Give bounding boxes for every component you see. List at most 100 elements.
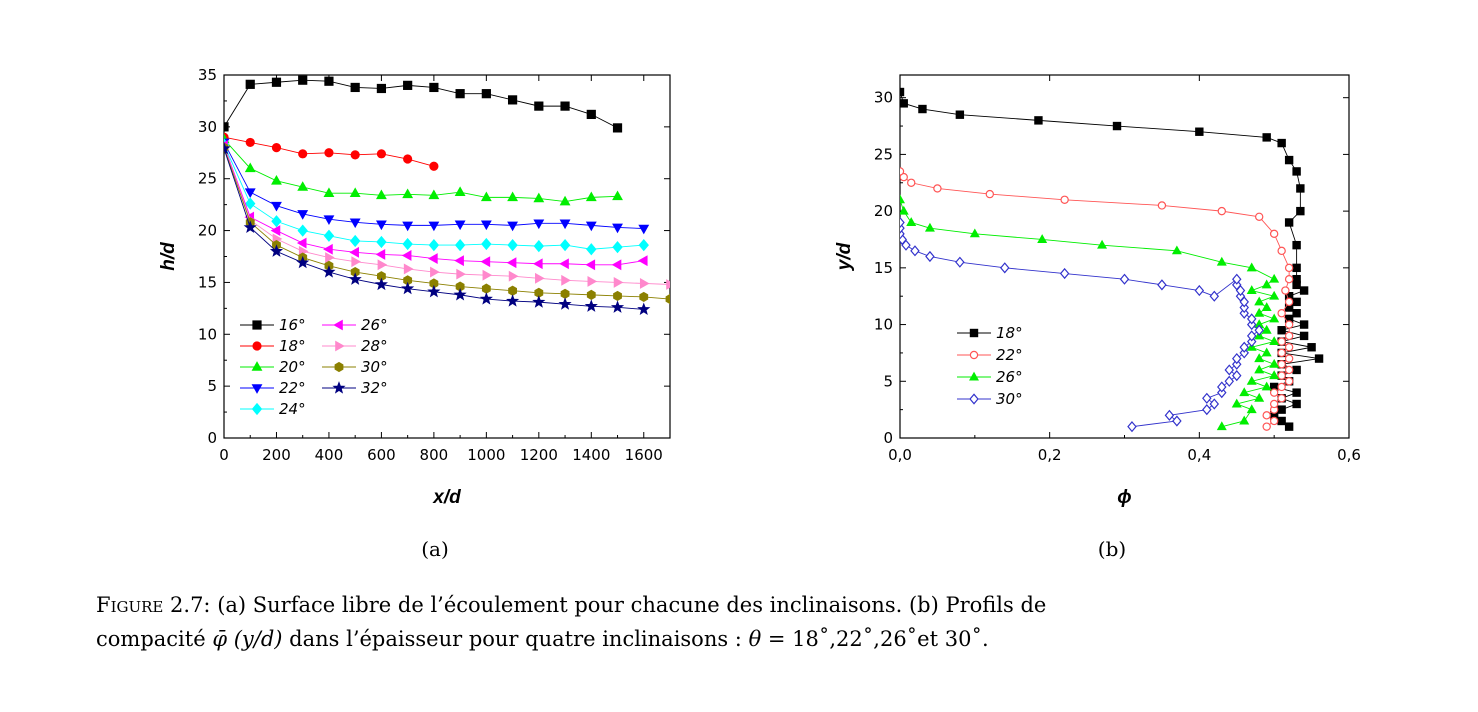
- data-point: [323, 229, 335, 242]
- data-point: [245, 79, 255, 89]
- data-point: [224, 122, 229, 132]
- caption-line2-a: compacité: [96, 627, 213, 651]
- data-point: [297, 224, 308, 237]
- data-point: [429, 161, 439, 171]
- data-point: [1284, 263, 1294, 273]
- data-point: [612, 241, 623, 254]
- data-point: [1209, 398, 1220, 410]
- legend-marker: [252, 320, 262, 330]
- y-tick-label: 10: [874, 316, 893, 334]
- data-point: [585, 221, 597, 232]
- data-point: [1292, 297, 1301, 307]
- data-point: [1239, 387, 1250, 397]
- data-point: [1277, 337, 1286, 346]
- data-point: [508, 270, 519, 282]
- data-point: [374, 277, 388, 291]
- data-point: [1314, 354, 1324, 363]
- data-point: [403, 154, 413, 164]
- data-point: [533, 239, 545, 253]
- y-tick-label: 25: [874, 145, 893, 163]
- data-point: [1254, 212, 1264, 221]
- data-point: [454, 238, 466, 252]
- data-point: [296, 237, 307, 249]
- data-point: [559, 238, 571, 252]
- data-point: [1296, 184, 1305, 193]
- data-point: [1254, 307, 1265, 317]
- data-point: [1037, 234, 1048, 243]
- data-point: [481, 283, 491, 294]
- data-point: [376, 235, 387, 249]
- x-axis-label: ϕ: [1117, 487, 1131, 508]
- data-point: [1235, 290, 1246, 302]
- x-tick-label: 600: [367, 446, 396, 464]
- data-point: [1269, 313, 1280, 323]
- data-point: [1164, 409, 1175, 421]
- data-point: [481, 237, 492, 251]
- data-point: [924, 222, 935, 232]
- data-point: [1292, 365, 1301, 375]
- data-point: [1292, 167, 1301, 176]
- legend-marker: [333, 319, 343, 331]
- caption-phi-symbol: φ̄: [212, 627, 228, 651]
- data-point: [918, 104, 927, 114]
- legend-label: 28°: [361, 337, 388, 355]
- data-point: [298, 149, 308, 159]
- data-point: [1246, 330, 1257, 342]
- series-line: [224, 147, 670, 300]
- x-tick-label: 200: [262, 446, 291, 464]
- data-point: [454, 220, 466, 231]
- y-tick-label: 20: [198, 222, 217, 240]
- data-point: [429, 82, 439, 93]
- data-point: [1269, 358, 1280, 368]
- legend-label: 32°: [361, 379, 388, 397]
- x-tick-label: 1000: [467, 446, 505, 464]
- legend-marker: [251, 402, 263, 416]
- legend-marker: [969, 328, 979, 338]
- data-point: [638, 238, 649, 252]
- caption-line2-b: dans l’épaisseur pour quatre inclinaison…: [282, 627, 749, 651]
- data-point: [456, 268, 466, 280]
- data-point: [402, 221, 414, 232]
- data-point: [270, 225, 281, 236]
- data-point: [480, 191, 492, 202]
- data-point: [1202, 392, 1212, 404]
- x-tick-label: 400: [315, 446, 344, 464]
- y-tick-label: 30: [198, 118, 217, 136]
- y-axis-label: y/d: [834, 242, 855, 271]
- data-point: [1292, 263, 1301, 273]
- series-line: [224, 79, 618, 129]
- legend-label: 22°: [279, 379, 306, 397]
- data-point: [1261, 381, 1272, 391]
- data-point: [612, 123, 623, 133]
- data-point: [1284, 354, 1294, 363]
- data-point: [479, 292, 493, 305]
- data-point: [428, 253, 438, 265]
- data-point: [1262, 422, 1271, 431]
- legend: 16° 18° 20° 22° 24° 26° 28° 30° 32°: [240, 316, 388, 418]
- data-point: [985, 189, 995, 199]
- data-point: [1194, 284, 1205, 297]
- data-point: [376, 83, 387, 94]
- data-point: [1231, 398, 1242, 408]
- legend-label: 24°: [279, 400, 306, 418]
- data-point: [506, 257, 517, 269]
- legend-label: 26°: [361, 316, 388, 334]
- data-point: [1224, 375, 1235, 387]
- data-point: [584, 299, 598, 312]
- data-point: [1269, 370, 1280, 380]
- data-point: [1277, 360, 1286, 369]
- data-point: [1171, 245, 1182, 255]
- data-point: [1216, 421, 1227, 431]
- y-tick-label: 10: [198, 325, 217, 343]
- sublabel-a: (a): [421, 537, 449, 561]
- data-point: [535, 272, 545, 284]
- x-tick-label: 1200: [520, 446, 558, 464]
- data-point: [559, 258, 569, 270]
- series-3: [900, 216, 1264, 433]
- data-point: [271, 143, 282, 153]
- data-point: [925, 250, 935, 263]
- data-point: [453, 287, 467, 301]
- data-point: [298, 75, 308, 85]
- data-point: [1239, 301, 1249, 314]
- data-point: [1261, 302, 1272, 312]
